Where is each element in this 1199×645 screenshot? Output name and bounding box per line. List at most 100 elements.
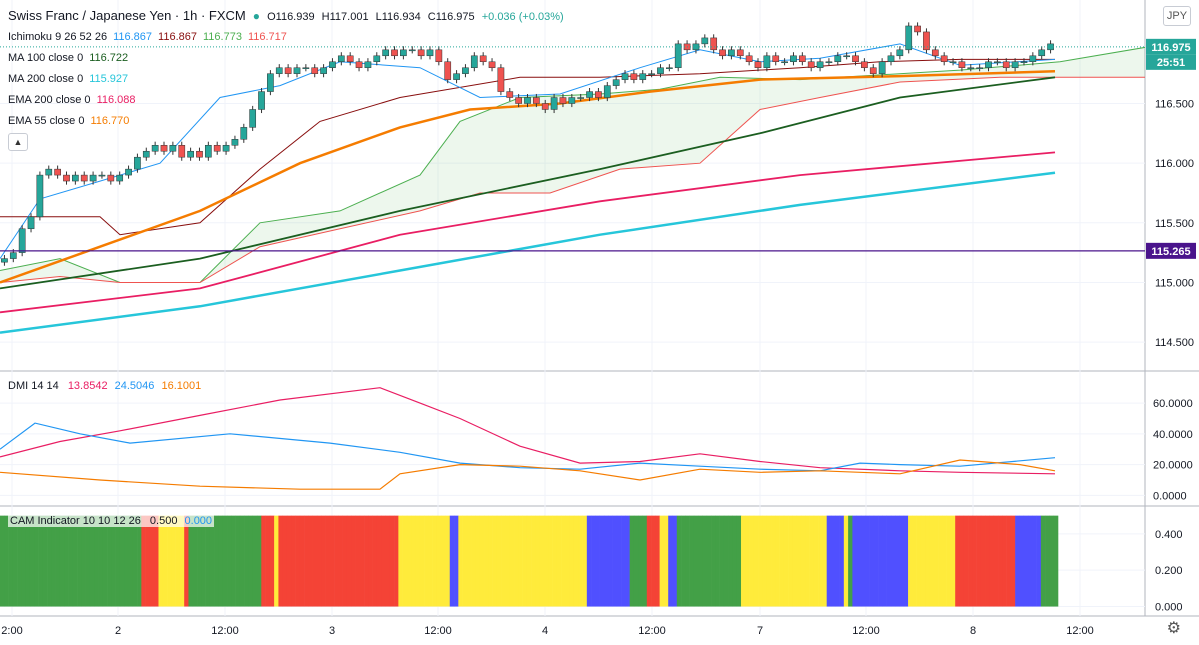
cam-bar	[886, 515, 892, 607]
ichimoku-cloud-fill	[0, 47, 1145, 283]
cam-title: CAM Indicator 10 10 12 26	[10, 515, 141, 527]
indicator-value: 116.867	[113, 31, 153, 43]
price-tick-label: 115.500	[1155, 218, 1194, 230]
cam-bar	[595, 515, 600, 607]
cam-bar	[1049, 515, 1055, 607]
cam-bar	[972, 515, 977, 607]
cam-bar	[419, 515, 425, 607]
time-tick-label: 12:00	[424, 625, 452, 637]
candle-body	[329, 61, 336, 68]
cam-bar	[149, 515, 155, 607]
cam-bar	[565, 515, 570, 607]
indicator-value: 115.927	[89, 73, 129, 85]
cam-bar	[766, 515, 772, 607]
candle-body	[45, 168, 53, 176]
candle-body	[373, 55, 381, 63]
candle-body	[825, 61, 833, 64]
candle-body	[470, 55, 478, 68]
candle-body	[142, 150, 150, 158]
dmi-legend: DMI 14 14 13.8542 24.5046 16.1001	[8, 380, 201, 392]
ohlc-low: L116.934	[375, 11, 421, 23]
cam-bar	[976, 515, 982, 607]
indicator-value: 116.867	[158, 31, 197, 43]
cam-bar	[12, 515, 18, 607]
candle-body	[213, 145, 221, 152]
cam-bar	[368, 515, 373, 607]
currency-badge[interactable]: JPY	[1163, 6, 1191, 26]
cam-bar	[689, 515, 695, 607]
cam-bar	[201, 515, 206, 607]
cam-bar	[295, 515, 301, 607]
cam-value-2: 0.000	[184, 515, 213, 527]
cam-bar	[813, 515, 819, 607]
cam-bar	[505, 515, 511, 607]
series-ema-55	[0, 70, 1056, 284]
candle-body	[169, 145, 177, 152]
countdown-badge: 25:51	[1157, 57, 1185, 69]
cam-bar	[81, 515, 86, 607]
cam-bar	[1015, 515, 1020, 607]
cam-bar	[394, 515, 399, 607]
cam-bar	[762, 515, 768, 607]
cam-bar	[963, 515, 969, 607]
cam-bar	[334, 515, 339, 607]
cam-bar	[873, 515, 879, 607]
candle-body	[258, 91, 265, 110]
candle-body	[834, 55, 842, 63]
candle-body	[541, 103, 549, 110]
candle-body	[311, 67, 319, 74]
cam-bar	[531, 515, 536, 607]
dmi-tick-label: 0.0000	[1153, 490, 1187, 502]
cam-bar	[304, 515, 309, 607]
cam-bar	[501, 515, 506, 607]
cam-bar	[616, 515, 622, 607]
cam-bar	[1040, 515, 1046, 607]
indicator-value: 116.773	[202, 31, 242, 43]
cam-bar	[128, 515, 134, 607]
cam-bar	[548, 515, 553, 607]
cam-bar	[124, 515, 129, 607]
cam-bar	[145, 515, 151, 607]
candle-body	[816, 61, 824, 68]
time-tick-label: 4	[542, 625, 548, 637]
cam-bar	[77, 515, 82, 607]
cam-bar	[192, 515, 198, 607]
cam-bar	[732, 515, 738, 607]
cam-bar	[950, 515, 956, 607]
cam-bar	[783, 515, 789, 607]
dmi-tick-label: 40.0000	[1153, 429, 1193, 441]
cam-bar	[633, 515, 639, 607]
candle-body	[249, 109, 257, 128]
candle-body	[497, 67, 505, 92]
dmi-title: DMI 14 14	[8, 380, 59, 392]
cam-bar	[244, 515, 249, 607]
cam-bar	[239, 515, 245, 607]
cam-bar	[672, 515, 678, 607]
cam-bar	[42, 515, 48, 607]
cam-bar	[321, 515, 326, 607]
candle-body	[612, 79, 620, 86]
candle-body	[878, 61, 886, 74]
candle-body	[417, 49, 425, 57]
candle-body	[98, 174, 106, 177]
price-tick-label: 116.500	[1155, 99, 1194, 111]
cam-bar	[252, 515, 258, 607]
settings-gear-icon[interactable]: ⚙	[1166, 620, 1181, 637]
candle-body	[54, 168, 61, 176]
live-dot-icon: ●	[252, 9, 261, 23]
candle-body	[674, 43, 682, 68]
candle-body	[196, 150, 203, 158]
collapse-legend-button[interactable]: ▲	[8, 133, 28, 151]
candle-body	[107, 174, 115, 182]
cam-bar	[625, 515, 630, 607]
candle-body	[462, 67, 469, 74]
candle-body	[1002, 61, 1010, 68]
candle-body	[27, 216, 35, 230]
cam-bar	[865, 515, 870, 607]
cam-bar	[621, 515, 626, 607]
candle-body	[435, 49, 443, 63]
ohlc-high: H117.001	[321, 11, 369, 23]
candle-body	[719, 49, 726, 57]
